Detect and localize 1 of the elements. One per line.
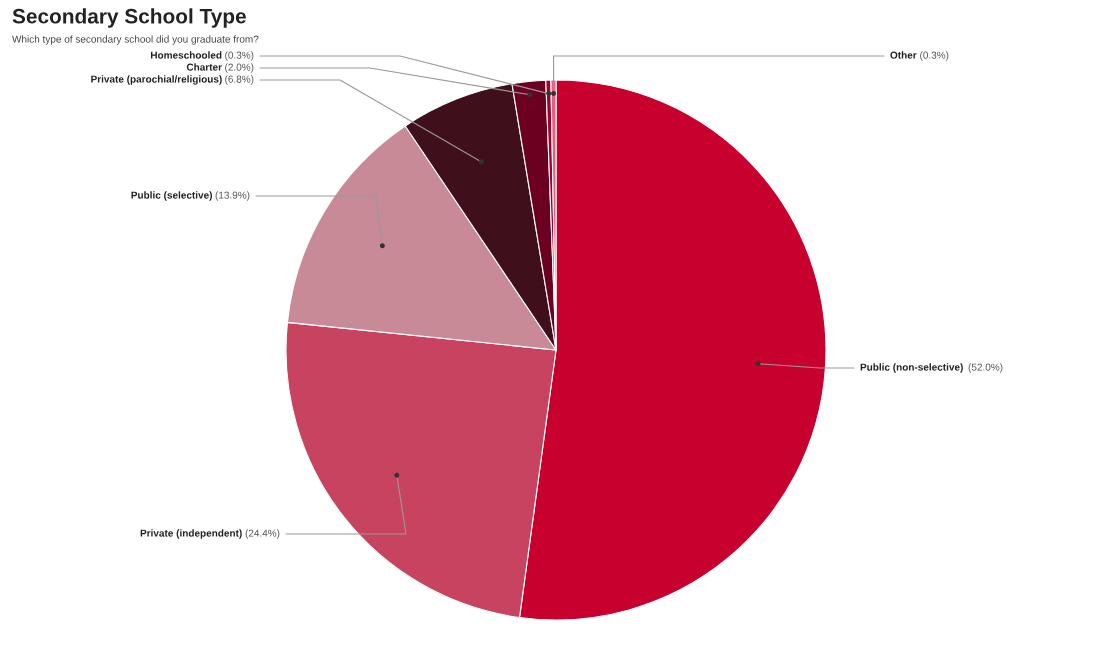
chart-title: Secondary School Type: [12, 8, 246, 28]
